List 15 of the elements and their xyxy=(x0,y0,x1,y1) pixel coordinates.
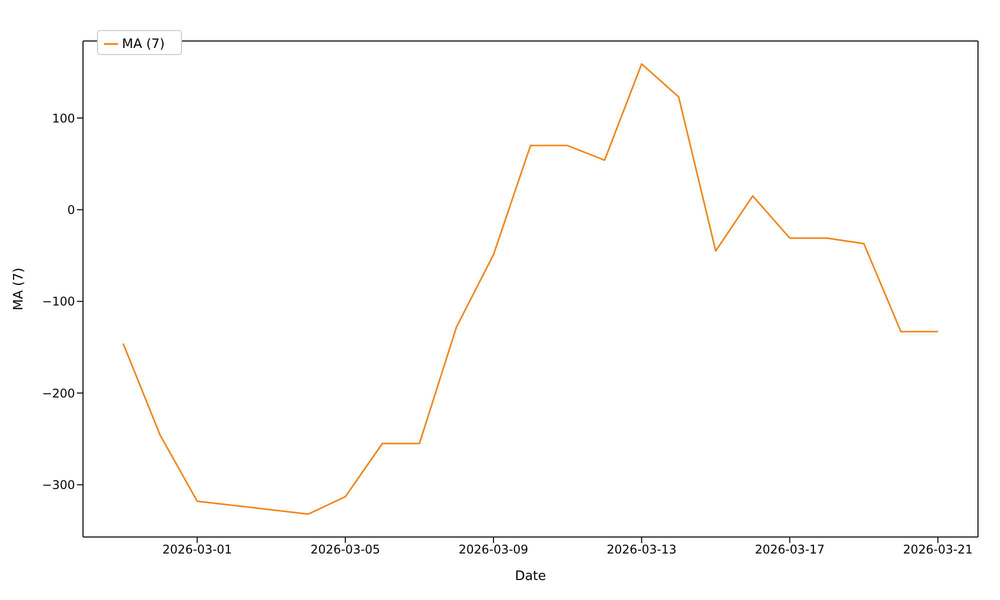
x-tick-label: 2026-03-21 xyxy=(903,542,973,557)
x-axis-title: Date xyxy=(514,569,546,584)
y-tick-label: 0 xyxy=(67,202,75,217)
y-axis-title: MA (7) xyxy=(12,268,27,310)
y-tick-label: −100 xyxy=(42,294,75,309)
x-tick-label: 2026-03-09 xyxy=(458,542,528,557)
x-tick-label: 2026-03-13 xyxy=(606,542,676,557)
x-tick-label: 2026-03-17 xyxy=(754,542,825,557)
y-tick-label: 100 xyxy=(52,111,75,126)
y-tick-label: −300 xyxy=(42,478,75,492)
x-tick-label: 2026-03-01 xyxy=(162,542,232,557)
legend-label: MA (7) xyxy=(122,37,165,52)
y-tick-label: −200 xyxy=(42,386,75,400)
line-series xyxy=(122,63,939,515)
x-tick-label: 2026-03-05 xyxy=(310,542,380,557)
